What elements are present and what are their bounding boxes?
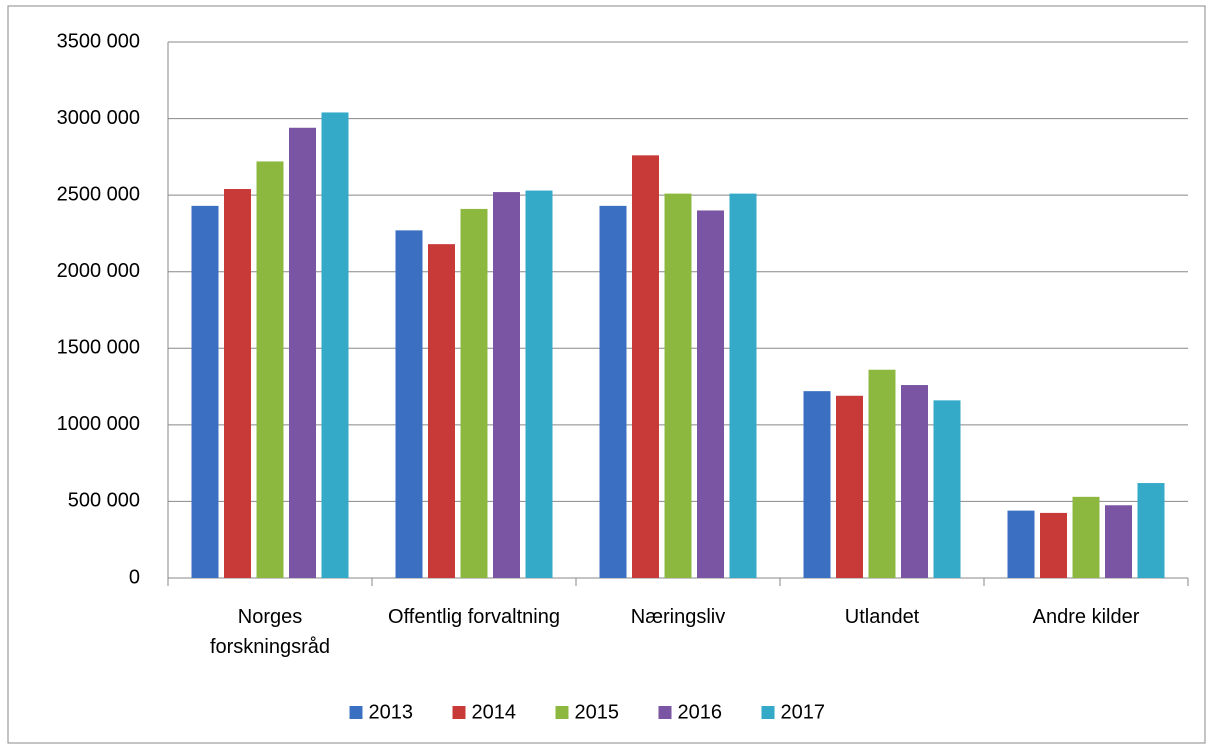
bar xyxy=(525,190,553,578)
bar xyxy=(836,395,863,578)
bar xyxy=(493,192,520,578)
bar xyxy=(395,230,423,578)
x-tick-label: Næringsliv xyxy=(630,606,726,628)
legend-swatch xyxy=(349,706,363,719)
legend-label: 2016 xyxy=(678,701,723,723)
y-tick-label: 500 000 xyxy=(68,490,140,512)
bar xyxy=(803,391,831,578)
x-tick-label: Norges forskningsråd xyxy=(209,606,331,658)
x-tick-label: Andre kilder xyxy=(1032,606,1140,628)
bar xyxy=(1040,512,1067,578)
bar xyxy=(664,193,692,578)
y-tick-label: 0 xyxy=(129,566,140,588)
y-tick-label: 3000 000 xyxy=(57,107,140,129)
bar xyxy=(1072,496,1100,578)
y-tick-label: 1000 000 xyxy=(57,413,140,435)
y-tick-label: 2000 000 xyxy=(57,260,140,282)
legend-label: 2017 xyxy=(781,701,826,723)
x-tick-label: Utlandet xyxy=(844,606,920,628)
bar xyxy=(428,244,455,579)
legend-label: 2015 xyxy=(575,701,620,723)
legend-swatch xyxy=(658,706,672,719)
bar xyxy=(729,193,757,578)
bar xyxy=(697,210,724,578)
bar xyxy=(191,205,219,578)
legend-swatch xyxy=(452,706,466,719)
bar xyxy=(599,205,627,578)
bar xyxy=(933,400,961,578)
bar xyxy=(1007,510,1035,578)
legend-label: 2013 xyxy=(369,701,414,723)
bar xyxy=(868,369,896,578)
bar xyxy=(321,112,349,579)
y-tick-label: 2500 000 xyxy=(57,183,140,205)
legend-label: 2014 xyxy=(472,701,517,723)
y-tick-label: 3500 000 xyxy=(57,30,140,52)
legend-swatch xyxy=(761,706,775,719)
bar xyxy=(1137,483,1165,578)
bar xyxy=(1105,505,1132,578)
bar xyxy=(632,155,659,578)
bar xyxy=(256,161,284,579)
bar xyxy=(901,385,928,578)
bar xyxy=(460,208,488,578)
bar xyxy=(224,189,251,578)
bar xyxy=(289,127,316,578)
legend-swatch xyxy=(555,706,569,719)
y-tick-label: 1500 000 xyxy=(57,337,140,359)
x-tick-label: Offentlig forvaltning xyxy=(388,606,560,628)
